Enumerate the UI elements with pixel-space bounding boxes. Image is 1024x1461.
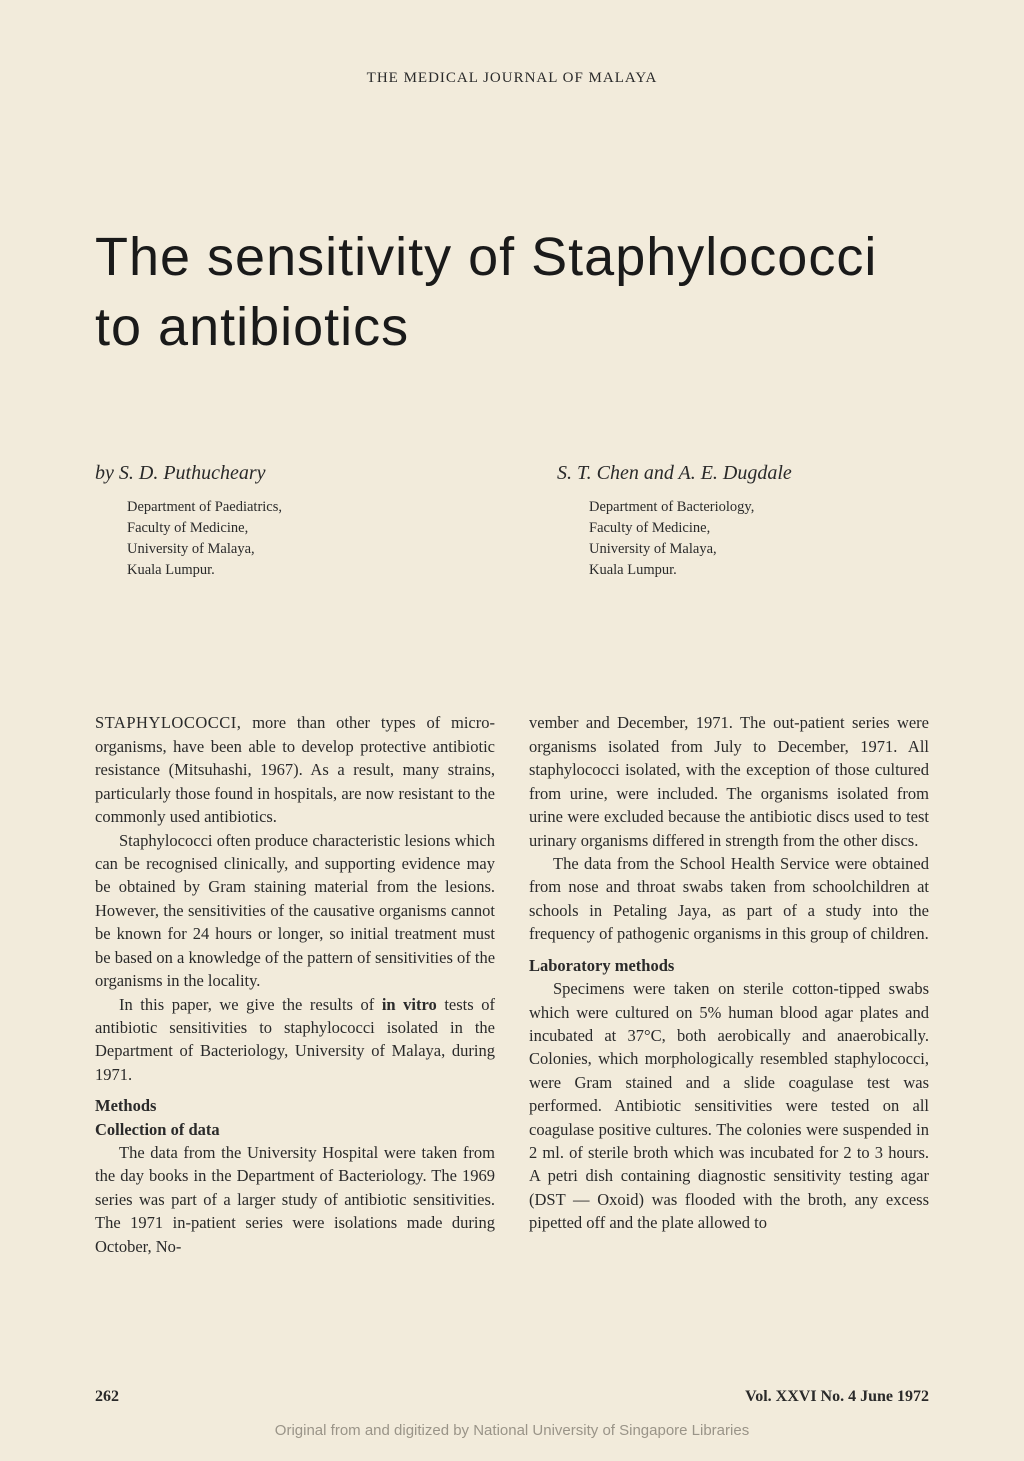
affiliation-line: Department of Bacteriology, xyxy=(589,499,754,515)
body-paragraph: vember and December, 1971. The out-patie… xyxy=(529,711,929,852)
affiliation-line: Department of Paediatrics, xyxy=(127,499,282,515)
author-name-left: by S. D. Puthucheary xyxy=(95,462,467,485)
methods-heading: Methods xyxy=(95,1094,495,1117)
body-content: STAPHYLOCOCCI, more than other types of … xyxy=(95,711,929,1258)
article-title: The sensitivity of Staphylococci to anti… xyxy=(95,222,929,362)
body-paragraph: Staphylococci often produce characterist… xyxy=(95,829,495,993)
author-block-right: S. T. Chen and A. E. Dugdale Department … xyxy=(557,462,929,581)
body-paragraph: STAPHYLOCOCCI, more than other types of … xyxy=(95,711,495,828)
affiliation-line: University of Malaya, xyxy=(127,541,255,557)
collection-heading: Collection of data xyxy=(95,1118,495,1141)
journal-header: THE MEDICAL JOURNAL OF MALAYA xyxy=(95,70,929,87)
digitized-note: Original from and digitized by National … xyxy=(0,1422,1024,1439)
author-block-left: by S. D. Puthucheary Department of Paedi… xyxy=(95,462,467,581)
affiliation-line: Kuala Lumpur. xyxy=(589,562,677,578)
page-number: 262 xyxy=(95,1388,119,1406)
first-word: STAPHYLOCOCCI, xyxy=(95,713,241,732)
bold-text: in vitro xyxy=(382,995,437,1014)
affiliation-line: Kuala Lumpur. xyxy=(127,562,215,578)
body-paragraph: The data from the University Hospital we… xyxy=(95,1141,495,1258)
body-paragraph: In this paper, we give the results of in… xyxy=(95,993,495,1087)
author-name-right: S. T. Chen and A. E. Dugdale xyxy=(557,462,929,485)
body-paragraph: The data from the School Health Service … xyxy=(529,852,929,946)
right-column: vember and December, 1971. The out-patie… xyxy=(529,711,929,1258)
affiliation-line: Faculty of Medicine, xyxy=(589,520,710,536)
affiliation-left: Department of Paediatrics, Faculty of Me… xyxy=(127,497,467,581)
left-column: STAPHYLOCOCCI, more than other types of … xyxy=(95,711,495,1258)
body-text: In this paper, we give the results of xyxy=(119,995,382,1014)
affiliation-line: Faculty of Medicine, xyxy=(127,520,248,536)
footer: 262 Vol. XXVI No. 4 June 1972 xyxy=(95,1388,929,1406)
affiliation-line: University of Malaya, xyxy=(589,541,717,557)
lab-methods-heading: Laboratory methods xyxy=(529,954,929,977)
body-paragraph: Specimens were taken on sterile cotton-t… xyxy=(529,977,929,1235)
authors-section: by S. D. Puthucheary Department of Paedi… xyxy=(95,462,929,581)
affiliation-right: Department of Bacteriology, Faculty of M… xyxy=(589,497,929,581)
volume-info: Vol. XXVI No. 4 June 1972 xyxy=(745,1388,929,1406)
